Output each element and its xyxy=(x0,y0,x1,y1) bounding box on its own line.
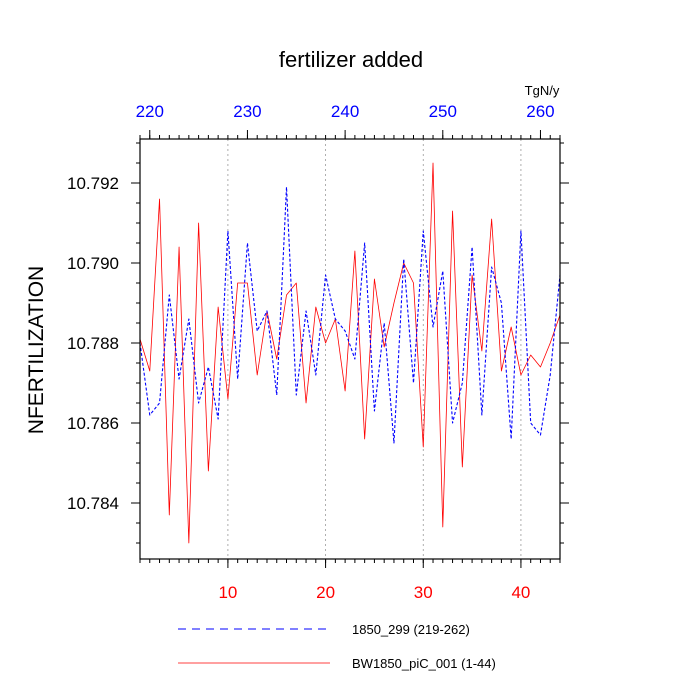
x-tick-label: 30 xyxy=(414,583,433,602)
y-tick-label: 10.790 xyxy=(67,254,119,273)
y-tick-label: 10.786 xyxy=(67,414,119,433)
x-tick-label: 40 xyxy=(511,583,530,602)
series-layer xyxy=(139,162,561,544)
top-tick-label: 220 xyxy=(136,102,164,121)
series-line-1 xyxy=(139,186,561,444)
grid-layer xyxy=(227,139,522,559)
x-tick-label: 10 xyxy=(218,583,237,602)
legend-label-series-2: BW1850_piC_001 (1-44) xyxy=(352,656,496,671)
legend: 1850_299 (219-262) BW1850_piC_001 (1-44) xyxy=(178,622,496,671)
top-tick-label: 260 xyxy=(526,102,554,121)
top-axis-unit-label: TgN/y xyxy=(525,83,560,98)
top-tick-label: 230 xyxy=(233,102,261,121)
plot-frame xyxy=(139,138,561,560)
y-tick-label: 10.792 xyxy=(67,174,119,193)
legend-label-series-1: 1850_299 (219-262) xyxy=(352,622,470,637)
y-axis-label: NFERTILIZATION xyxy=(25,266,48,434)
y-tick-label: 10.784 xyxy=(67,494,119,513)
top-tick-label: 250 xyxy=(429,102,457,121)
chart-title: fertilizer added xyxy=(279,47,423,72)
x-tick-label: 20 xyxy=(316,583,335,602)
label-layer: 10 20 30 40 220 230 240 250 260 10.784 10.786 10.78… xyxy=(67,102,555,602)
series-line-2 xyxy=(139,162,561,544)
tick-layer xyxy=(131,130,569,568)
top-tick-label: 240 xyxy=(331,102,359,121)
y-tick-label: 10.788 xyxy=(67,334,119,353)
